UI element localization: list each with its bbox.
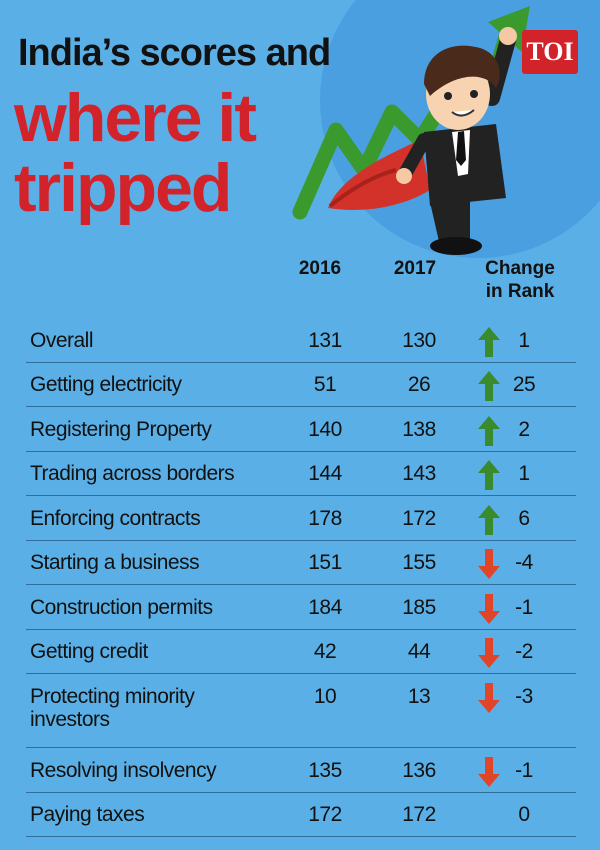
value-2016: 178: [308, 507, 342, 530]
table-row: Getting electricity 51 26 25: [26, 366, 576, 407]
value-2017: 185: [402, 596, 436, 619]
row-label: Resolving insolvency: [30, 759, 217, 782]
column-header-change-line-1: Change: [485, 258, 555, 279]
value-2016: 51: [313, 373, 337, 396]
table-row: Resolving insolvency 135 136 -1: [26, 752, 576, 793]
row-label: Getting credit: [30, 640, 148, 663]
value-2017: 136: [402, 759, 436, 782]
title-line-2: where it: [14, 80, 257, 156]
value-2017: 44: [407, 640, 431, 663]
value-2017: 130: [402, 329, 436, 352]
title-line-1: India’s scores and: [18, 32, 331, 74]
row-label: Protecting minority investors: [30, 685, 195, 732]
up-arrow-icon: [478, 371, 500, 401]
businessman-superhero-icon: [328, 27, 517, 255]
row-label: Starting a business: [30, 551, 200, 574]
up-arrow-icon: [478, 505, 500, 535]
table-row: Protecting minority investors 10 13 -3: [26, 677, 576, 748]
rank-change-value: 1: [518, 329, 530, 352]
row-label: Enforcing contracts: [30, 507, 201, 530]
down-arrow-icon: [478, 549, 500, 579]
value-2016: 172: [308, 803, 342, 826]
down-arrow-icon: [478, 638, 500, 668]
value-2017: 13: [407, 685, 431, 708]
row-label: Registering Property: [30, 418, 212, 441]
row-label: Overall: [30, 329, 94, 352]
column-header-2017: 2017: [393, 258, 437, 279]
rank-change-value: -1: [515, 759, 533, 782]
column-header-2016: 2016: [298, 258, 342, 279]
down-arrow-icon: [478, 594, 500, 624]
value-2016: 10: [313, 685, 337, 708]
up-arrow-icon: [478, 460, 500, 490]
table-row: Paying taxes 172 172 0: [26, 796, 576, 837]
value-2017: 26: [407, 373, 431, 396]
column-header-change-line-2: in Rank: [485, 280, 555, 302]
value-2017: 172: [402, 507, 436, 530]
value-2016: 151: [308, 551, 342, 574]
table-row: Starting a business 151 155 -4: [26, 544, 576, 585]
value-2016: 184: [308, 596, 342, 619]
rank-change-value: 25: [512, 373, 536, 396]
table-row: Trading across borders 144 143 1: [26, 455, 576, 496]
rank-change-value: -1: [515, 596, 533, 619]
row-label: Getting electricity: [30, 373, 182, 396]
table-row: Enforcing contracts 178 172 6: [26, 500, 576, 541]
rank-change-value: 1: [518, 462, 530, 485]
rank-change-value: 6: [518, 507, 530, 530]
value-2016: 140: [308, 418, 342, 441]
row-label: Construction permits: [30, 596, 213, 619]
down-arrow-icon: [478, 683, 500, 713]
rank-change-value: -4: [515, 551, 533, 574]
value-2017: 138: [402, 418, 436, 441]
value-2017: 143: [402, 462, 436, 485]
column-header-change: Change in Rank: [470, 258, 570, 304]
value-2017: 172: [402, 803, 436, 826]
value-2016: 135: [308, 759, 342, 782]
row-label-line: investors: [30, 708, 110, 732]
toi-logo: TOI: [522, 30, 578, 74]
table-row: Getting credit 42 44 -2: [26, 633, 576, 674]
rank-change-value: -2: [515, 640, 533, 663]
row-label: Trading across borders: [30, 462, 235, 485]
title-line-3: tripped: [14, 150, 232, 226]
up-arrow-icon: [478, 327, 500, 357]
row-label: Paying taxes: [30, 803, 145, 826]
table-row: Registering Property 140 138 2: [26, 411, 576, 452]
table-row: Overall 131 130 1: [26, 322, 576, 363]
down-arrow-icon: [478, 757, 500, 787]
rank-change-value: -3: [515, 685, 533, 708]
rank-change-value: 2: [518, 418, 530, 441]
value-2016: 131: [308, 329, 342, 352]
up-arrow-icon: [478, 416, 500, 446]
value-2017: 155: [402, 551, 436, 574]
value-2016: 42: [313, 640, 337, 663]
table-row: Construction permits 184 185 -1: [26, 589, 576, 630]
value-2016: 144: [308, 462, 342, 485]
rank-change-value: 0: [518, 803, 530, 826]
row-label-line: Protecting minority: [30, 685, 195, 708]
